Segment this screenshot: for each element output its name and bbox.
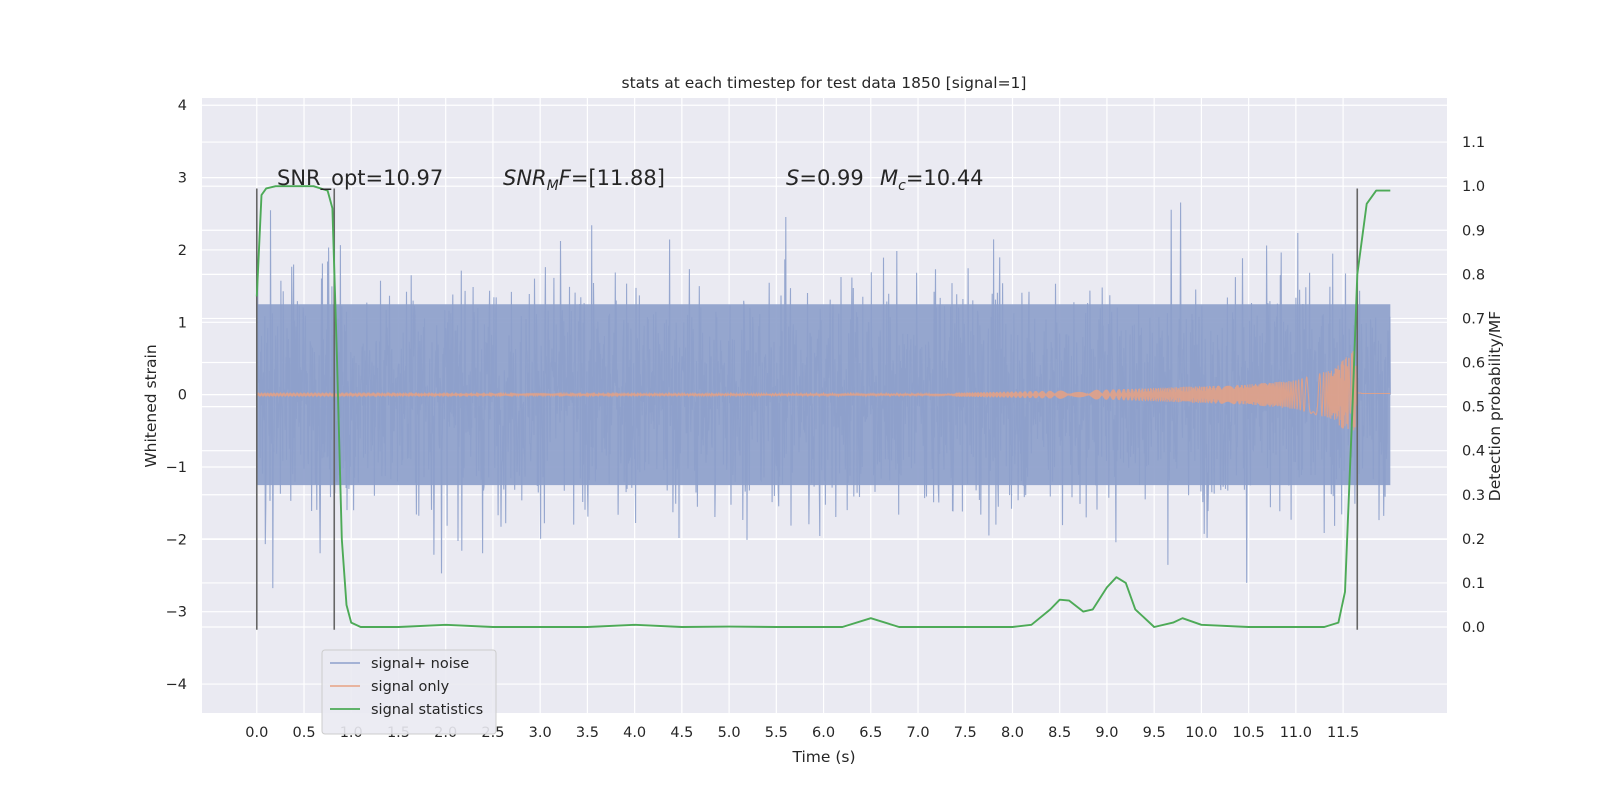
legend-box	[321, 649, 497, 735]
annotation-s-symbol: S	[786, 166, 799, 190]
annotation-snr-mf: SNRMF=[11.88]	[503, 166, 665, 194]
y2-tick-label: 1.1	[1462, 135, 1485, 151]
y-tick-label: 1	[178, 315, 187, 331]
x-tick-label: 11.0	[1280, 725, 1312, 741]
y-tick-labels: 4 3 2 1 0 −1 −2 −3 −4	[166, 98, 187, 693]
y-axis-label: Whitened strain	[142, 344, 160, 467]
signal-statistics-series	[255, 185, 1391, 628]
annotation-snr-mf-value: =[11.88]	[571, 166, 665, 190]
y2-tick-label: 0.6	[1462, 356, 1485, 372]
x-axis-label: Time (s)	[791, 748, 855, 766]
x-tick-labels: 0.00.51.01.52.02.53.03.54.04.55.05.56.06…	[245, 725, 1359, 741]
x-tick-label: 11.5	[1327, 725, 1359, 741]
signal-statistics-line	[255, 185, 1391, 628]
signal-only-series	[256, 351, 1391, 431]
x-tick-label: 8.0	[1001, 725, 1024, 741]
x-tick-label: 8.5	[1048, 725, 1071, 741]
y-tick-label: 4	[178, 98, 187, 114]
y2-tick-label: 0.8	[1462, 267, 1485, 283]
annotation-snr-mf-sub: M	[547, 178, 559, 194]
y2-tick-label: 0.0	[1462, 620, 1485, 636]
x-tick-label: 3.0	[529, 725, 552, 741]
legend-label-signal-only: signal only	[371, 679, 450, 695]
x-tick-label: 7.0	[906, 725, 929, 741]
chart-title: stats at each timestep for test data 185…	[622, 74, 1027, 92]
y-tick-label: −4	[166, 677, 187, 693]
x-tick-label: 10.5	[1232, 725, 1264, 741]
annotation-s-value: =0.99	[799, 166, 863, 190]
y2-axis-label: Detection probability/MF	[1486, 311, 1504, 502]
y2-tick-label: 0.3	[1462, 488, 1485, 504]
x-tick-label: 6.5	[859, 725, 882, 741]
x-tick-label: 5.5	[765, 725, 788, 741]
annotation-snr-mf-f: F	[559, 166, 572, 190]
legend-label-signal-noise: signal+ noise	[371, 656, 469, 672]
y2-tick-label: 0.1	[1462, 576, 1485, 592]
x-tick-label: 10.0	[1185, 725, 1217, 741]
signal-only-line	[256, 351, 1391, 431]
y2-tick-label: 0.4	[1462, 444, 1485, 460]
y-tick-label: 0	[178, 388, 187, 404]
x-tick-label: 0.5	[292, 725, 315, 741]
annotation-s: S=0.99	[786, 166, 864, 190]
y-tick-label: −2	[166, 532, 187, 548]
annotation-snr-opt: SNR_opt=10.97	[277, 166, 443, 191]
x-tick-label: 6.0	[812, 725, 835, 741]
y2-tick-label: 0.2	[1462, 532, 1485, 548]
y2-tick-label: 1.0	[1462, 179, 1485, 195]
x-tick-label: 3.5	[576, 725, 599, 741]
x-tick-label: 9.0	[1095, 725, 1118, 741]
legend: signal+ noise signal only signal statist…	[321, 649, 497, 735]
x-tick-label: 4.0	[623, 725, 646, 741]
y2-tick-label: 0.7	[1462, 311, 1485, 327]
annotation-snr-mf-main: SNR	[503, 166, 547, 190]
x-tick-label: 7.5	[954, 725, 977, 741]
annotation-mc: Mc=10.44	[880, 166, 984, 194]
y-tick-label: 3	[178, 171, 187, 187]
y2-tick-labels: 1.1 1.0 0.9 0.8 0.7 0.6 0.5 0.4 0.3 0.2 0.1 0.0	[1462, 135, 1485, 636]
annotation-mc-symbol: M	[880, 166, 898, 190]
x-tick-label: 0.0	[245, 725, 268, 741]
y2-tick-label: 0.5	[1462, 400, 1485, 416]
x-tick-label: 4.5	[670, 725, 693, 741]
y2-tick-label: 0.9	[1462, 223, 1485, 239]
y-tick-label: −1	[166, 460, 187, 476]
y-tick-label: 2	[178, 243, 187, 259]
x-tick-label: 9.5	[1143, 725, 1166, 741]
y-tick-label: −3	[166, 605, 187, 621]
annotation-mc-sub: c	[898, 178, 906, 194]
annotation-mc-value: =10.44	[906, 166, 984, 190]
x-tick-label: 5.0	[718, 725, 741, 741]
legend-label-signal-statistics: signal statistics	[371, 702, 483, 718]
